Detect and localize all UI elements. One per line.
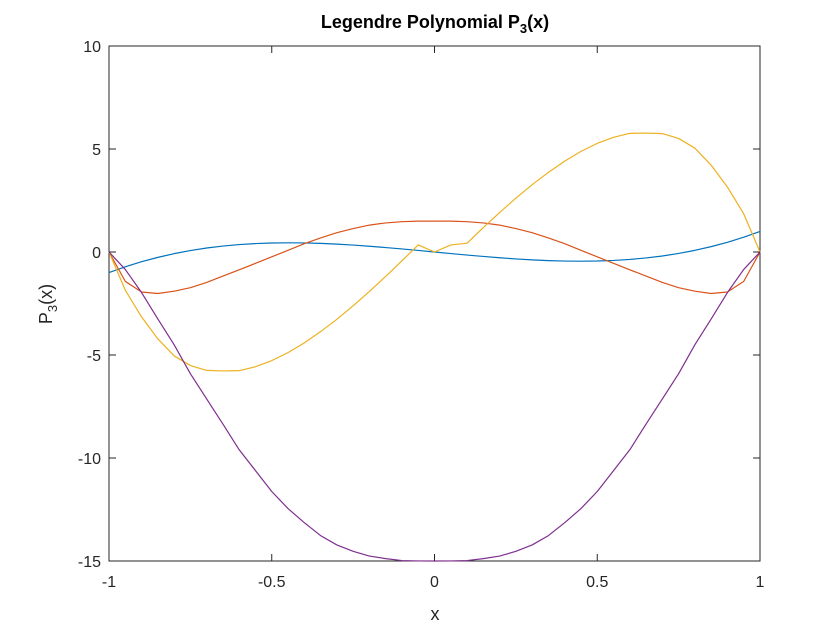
plot-area bbox=[108, 45, 761, 562]
y-tick-label: -15 bbox=[78, 554, 101, 571]
y-tick-label: 10 bbox=[83, 39, 101, 56]
x-tick-label: 0 bbox=[430, 574, 439, 591]
ticks-layer: -1 -0.5 0 0.5 1 -15 -10 -5 0 5 10 bbox=[78, 39, 765, 591]
series-line-3 bbox=[108, 132, 761, 372]
plot-frame bbox=[108, 45, 761, 562]
series-line-2 bbox=[108, 220, 761, 295]
x-tick-label: 1 bbox=[756, 574, 765, 591]
y-tick-label: 0 bbox=[92, 245, 101, 262]
x-tick-label: -1 bbox=[102, 574, 116, 591]
y-tick-label: 5 bbox=[92, 142, 101, 159]
x-tick-label: -0.5 bbox=[258, 574, 286, 591]
x-axis-label: x bbox=[431, 604, 440, 624]
chart-title: Legendre Polynomial P3(x) bbox=[321, 12, 549, 36]
y-tick-label: -10 bbox=[78, 451, 101, 468]
y-tick-label: -5 bbox=[87, 348, 101, 365]
y-axis-label: P3(x) bbox=[36, 284, 60, 324]
x-tick-label: 0.5 bbox=[586, 574, 608, 591]
